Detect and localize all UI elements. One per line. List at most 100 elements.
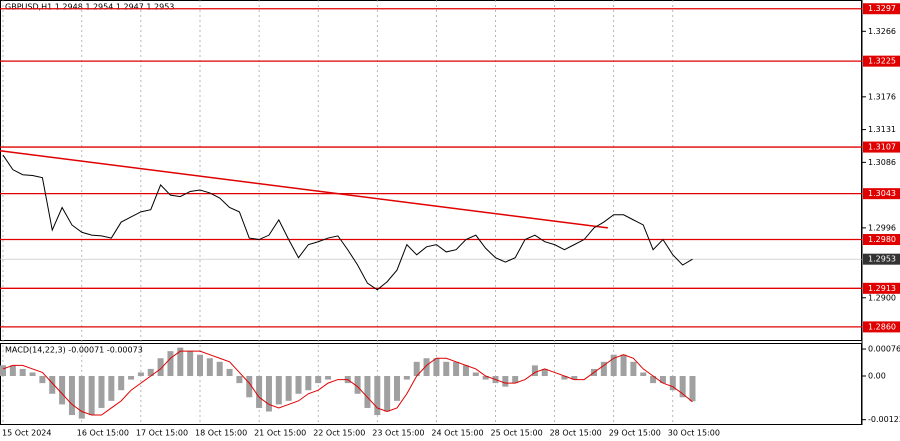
y-tick-label: 1.2996 <box>868 223 896 232</box>
macd-bar <box>236 376 243 384</box>
y-tick-label: 1.2900 <box>868 293 896 302</box>
level-label-box <box>863 188 900 200</box>
x-tick-label: 29 Oct 15:00 <box>609 429 661 438</box>
macd-bar <box>187 351 194 377</box>
macd-bar <box>679 376 686 398</box>
macd-bar <box>650 376 657 384</box>
y-tick-label: 1.3176 <box>868 92 896 101</box>
macd-bar <box>620 354 627 377</box>
x-tick-label: 21 Oct 15:00 <box>254 429 306 438</box>
level-label-box <box>863 282 900 294</box>
x-tick-label: 30 Oct 15:00 <box>668 429 720 438</box>
x-tick-label: 28 Oct 15:00 <box>550 429 602 438</box>
macd-bar <box>384 376 391 412</box>
macd-bar <box>0 365 6 377</box>
x-tick-label: 17 Oct 15:00 <box>136 429 188 438</box>
macd-bar <box>19 368 26 377</box>
level-label: 1.2860 <box>868 322 896 331</box>
macd-bar <box>403 376 410 380</box>
macd-bar <box>374 376 381 416</box>
last-price-label: 1.2953 <box>868 255 896 264</box>
level-label: 1.2913 <box>868 284 896 293</box>
level-label: 1.3225 <box>868 57 896 66</box>
macd-bar <box>147 368 154 377</box>
macd-bar <box>88 376 95 416</box>
chart-title: GBPUSD,H1 1.2948 1.2954 1.2947 1.2953 <box>5 3 174 12</box>
macd-bar <box>433 358 440 377</box>
y-tick-label: 0.00 <box>868 372 886 381</box>
x-tick-label: 16 Oct 15:00 <box>77 429 129 438</box>
macd-bar <box>59 376 66 405</box>
macd-bar <box>9 365 16 377</box>
level-label-box <box>863 3 900 15</box>
price-panel <box>0 0 862 341</box>
y-tick-label: 1.3266 <box>868 27 896 36</box>
level-label-box <box>863 141 900 153</box>
macd-bar <box>502 376 509 387</box>
macd-bar <box>482 376 489 380</box>
y-tick-label: 1.3086 <box>868 158 896 167</box>
macd-bar <box>453 361 460 377</box>
last-price-box <box>863 253 900 265</box>
macd-bar <box>98 376 105 408</box>
macd-bar <box>29 372 36 377</box>
macd-bar <box>472 372 479 377</box>
macd-bar <box>630 361 637 377</box>
x-tick-label: 18 Oct 15:00 <box>195 429 247 438</box>
macd-title: MACD(14,22,3) -0.00071 -0.00073 <box>5 346 143 355</box>
macd-bar <box>137 372 144 377</box>
y-tick-label: 0.00076 <box>868 345 900 354</box>
macd-bar <box>600 361 607 377</box>
macd-bar <box>315 376 322 384</box>
price-line <box>2 154 693 291</box>
macd-bar <box>305 376 312 391</box>
x-tick-label: 25 Oct 15:00 <box>491 429 543 438</box>
macd-bar <box>354 376 361 394</box>
macd-bar <box>118 376 125 391</box>
macd-bar <box>531 365 538 377</box>
macd-bar <box>68 376 75 416</box>
y-tick-label: 1.3131 <box>868 125 896 134</box>
macd-bar <box>39 376 46 384</box>
macd-bar <box>413 361 420 377</box>
macd-bar <box>443 361 450 377</box>
macd-bar <box>561 376 568 380</box>
macd-bar <box>640 372 647 377</box>
y-tick-label: -0.00123 <box>868 415 900 424</box>
macd-bar <box>325 376 332 380</box>
macd-bar <box>226 368 233 377</box>
level-label: 1.3297 <box>868 4 896 13</box>
macd-bar <box>197 354 203 377</box>
macd-bar <box>256 376 263 408</box>
macd-bar <box>462 365 469 377</box>
level-label-box <box>863 234 900 246</box>
level-label-box <box>863 55 900 67</box>
macd-bar <box>659 376 666 384</box>
macd-bar <box>78 376 85 419</box>
macd-bar <box>275 376 282 405</box>
x-tick-label: 22 Oct 15:00 <box>313 429 365 438</box>
macd-bar <box>669 376 676 391</box>
macd-bar <box>108 376 115 401</box>
macd-bar <box>423 358 430 377</box>
macd-bar <box>49 376 56 394</box>
macd-bar <box>177 347 184 377</box>
level-label-box <box>863 321 900 333</box>
signal-line <box>2 350 693 416</box>
level-label: 1.3107 <box>868 143 896 152</box>
macd-bar <box>167 351 174 377</box>
level-label: 1.3043 <box>868 189 896 198</box>
macd-bar <box>364 376 371 408</box>
macd-bar <box>689 376 696 402</box>
macd-bar <box>541 368 548 377</box>
macd-bar <box>512 376 519 384</box>
level-label: 1.2980 <box>868 235 896 244</box>
macd-bar <box>265 376 272 412</box>
macd-bar <box>216 361 223 377</box>
macd-bar <box>610 354 617 377</box>
macd-bar <box>571 376 578 380</box>
macd-bar <box>206 358 213 377</box>
macd-bar <box>394 376 400 401</box>
x-tick-label: 15 Oct 2024 <box>2 429 51 438</box>
